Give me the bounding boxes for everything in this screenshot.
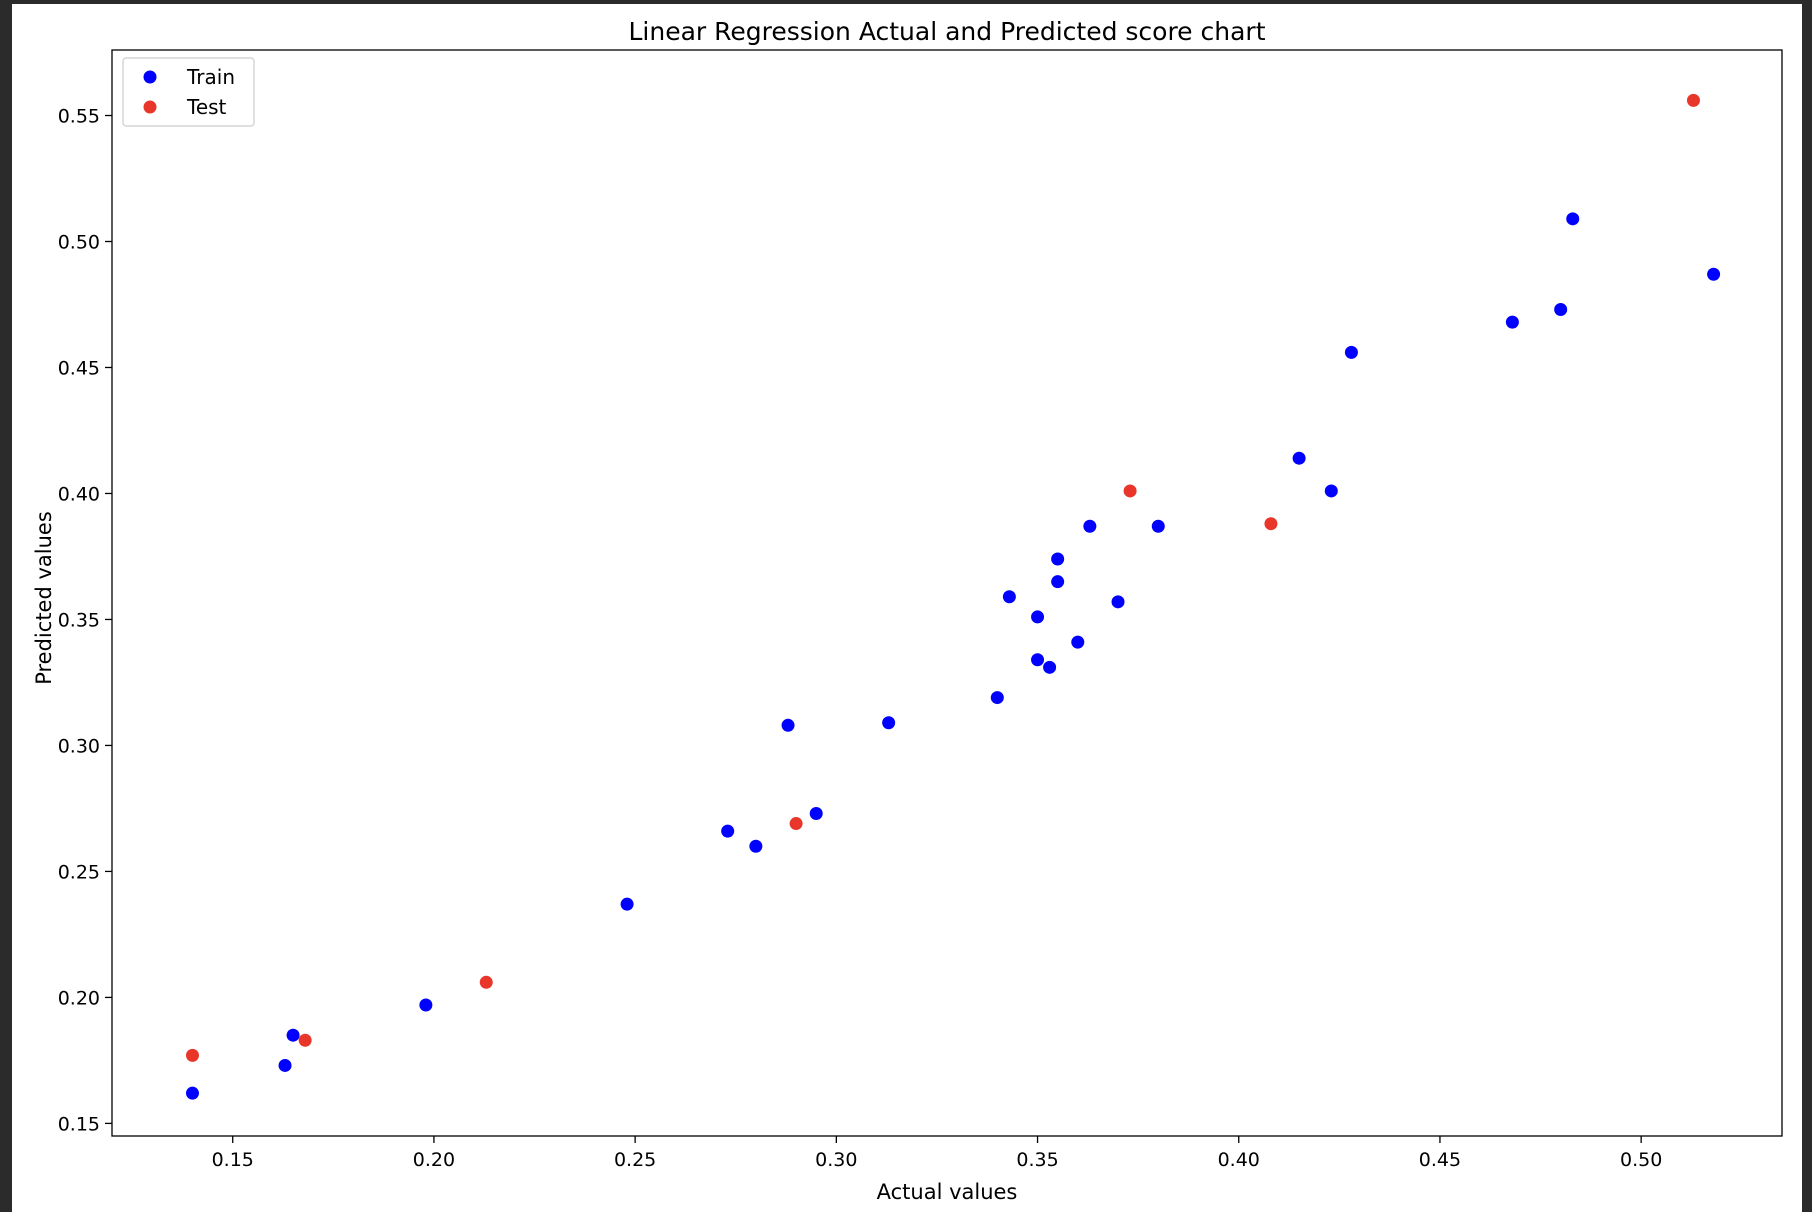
test-point (479, 975, 493, 989)
x-tick-label: 0.25 (614, 1149, 656, 1171)
x-axis-ticks: 0.15 0.20 0.25 0.30 0.35 0.40 0.45 0.50 (212, 1136, 1662, 1171)
x-tick-label: 0.20 (413, 1149, 455, 1171)
x-tick-label: 0.30 (815, 1149, 857, 1171)
y-axis-label: Predicted values (32, 511, 56, 685)
train-point (809, 806, 823, 820)
train-point (1002, 590, 1016, 604)
train-point (1031, 610, 1045, 624)
train-point (721, 824, 735, 838)
train-point (1554, 303, 1568, 317)
train-point (1292, 451, 1306, 465)
x-tick-label: 0.35 (1016, 1149, 1058, 1171)
y-tick-label: 0.45 (58, 357, 100, 379)
train-point (185, 1086, 199, 1100)
test-point (789, 817, 803, 831)
data-points (185, 93, 1721, 1100)
y-tick-label: 0.25 (58, 861, 100, 883)
train-point (1083, 519, 1097, 533)
test-point (298, 1033, 312, 1047)
train-point (990, 691, 1004, 705)
train-point (1151, 519, 1165, 533)
y-tick-label: 0.40 (58, 483, 100, 505)
train-point (278, 1058, 292, 1072)
train-point (1344, 345, 1358, 359)
train-point (419, 998, 433, 1012)
train-point (620, 897, 634, 911)
chart-figure: Linear Regression Actual and Predicted s… (12, 4, 1802, 1212)
train-point (1111, 595, 1125, 609)
train-point (1505, 315, 1519, 329)
legend-test-marker (143, 100, 157, 114)
train-point (1043, 660, 1057, 674)
chart-title: Linear Regression Actual and Predicted s… (629, 17, 1266, 46)
x-tick-label: 0.45 (1419, 1149, 1461, 1171)
x-tick-label: 0.15 (212, 1149, 254, 1171)
y-tick-label: 0.15 (58, 1113, 100, 1135)
x-tick-label: 0.50 (1620, 1149, 1662, 1171)
y-tick-label: 0.20 (58, 987, 100, 1009)
test-point (1264, 517, 1278, 531)
y-tick-label: 0.55 (58, 106, 100, 128)
y-tick-label: 0.50 (58, 231, 100, 253)
legend: Train Test (122, 57, 255, 127)
legend-test-label: Test (186, 95, 227, 119)
scatter-chart: Linear Regression Actual and Predicted s… (12, 4, 1802, 1212)
test-point (185, 1048, 199, 1062)
x-axis-label: Actual values (877, 1180, 1018, 1204)
train-point (749, 839, 763, 853)
y-tick-label: 0.30 (58, 735, 100, 757)
train-point (286, 1028, 300, 1042)
train-point (1566, 212, 1580, 226)
y-axis-ticks: 0.15 0.20 0.25 0.30 0.35 0.40 0.45 0.50 0.55 (58, 106, 112, 1135)
plot-area-frame (111, 49, 1783, 1137)
train-point (1324, 484, 1338, 498)
y-tick-label: 0.35 (58, 609, 100, 631)
train-point (1051, 552, 1065, 566)
legend-train-label: Train (186, 65, 235, 89)
test-point (1686, 93, 1700, 107)
train-point (1707, 267, 1721, 281)
train-point (1031, 653, 1045, 667)
train-point (1051, 575, 1065, 589)
train-point (882, 716, 896, 730)
x-tick-label: 0.40 (1218, 1149, 1260, 1171)
legend-train-marker (143, 70, 157, 84)
train-point (781, 718, 795, 732)
test-point (1123, 484, 1137, 498)
train-point (1071, 635, 1085, 649)
